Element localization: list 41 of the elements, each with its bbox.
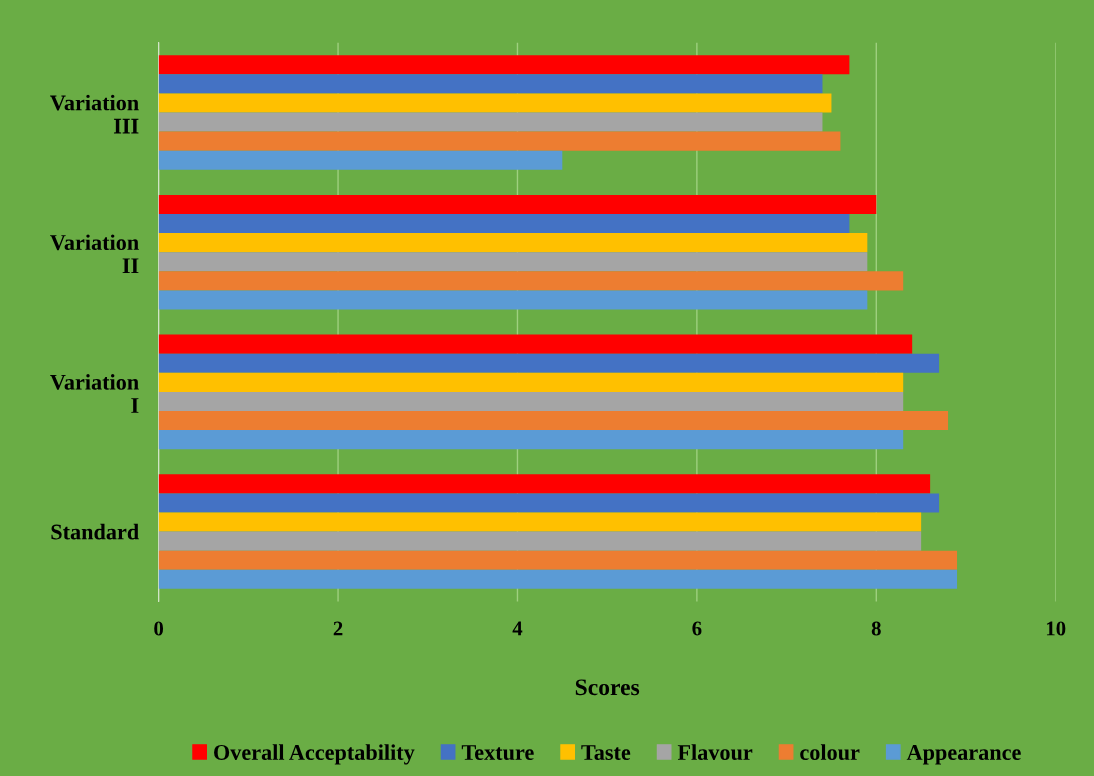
bar	[158, 512, 922, 532]
y-tick-label: Variation III	[50, 94, 139, 134]
bar	[158, 55, 850, 75]
legend-label: Taste	[581, 745, 631, 760]
bar	[158, 430, 904, 450]
bar	[158, 493, 940, 513]
bar	[158, 112, 823, 132]
x-tick-label: 4	[512, 621, 523, 636]
bar	[158, 93, 832, 113]
bar	[158, 334, 913, 354]
bar	[158, 531, 922, 551]
x-tick-label: 6	[692, 621, 702, 636]
bar	[158, 353, 940, 373]
bar	[158, 271, 904, 291]
x-axis-title: Scores	[575, 679, 640, 696]
y-tick-label: Variation II	[50, 234, 139, 274]
legend-label: Appearance	[906, 745, 1021, 765]
x-tick-label: 2	[333, 621, 343, 636]
bar	[158, 214, 850, 234]
legend-label: colour	[800, 744, 860, 761]
bar	[158, 290, 868, 310]
bar	[158, 410, 949, 431]
bar	[158, 74, 823, 94]
x-tick-label: 10	[1046, 621, 1066, 636]
x-tick-label: 0	[154, 621, 164, 636]
bar	[158, 391, 904, 411]
bar	[158, 252, 868, 272]
x-tick-label: 8	[871, 621, 881, 636]
y-tick-label: Variation I	[50, 374, 139, 413]
bar	[158, 372, 904, 392]
legend-label: Texture	[461, 745, 534, 761]
y-tick-label: Standard	[51, 523, 139, 540]
bar	[158, 474, 931, 494]
bar	[158, 194, 877, 215]
bar	[158, 550, 958, 570]
bar	[158, 150, 563, 170]
bar	[158, 131, 841, 151]
legend-label: Flavour	[677, 744, 753, 761]
bar	[158, 569, 958, 589]
legend-label: Overall Acceptability	[214, 744, 415, 765]
bar	[158, 233, 868, 253]
